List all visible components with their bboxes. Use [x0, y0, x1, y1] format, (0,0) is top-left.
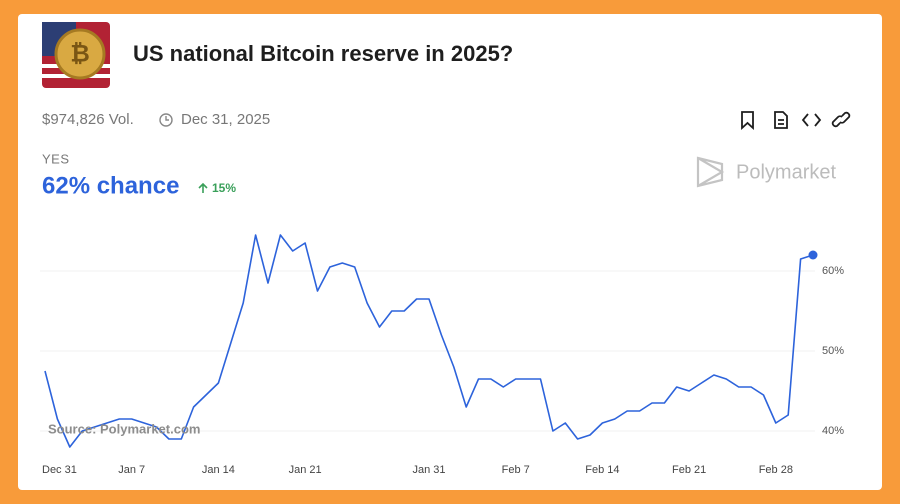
outcome-label: YES — [42, 151, 70, 166]
y-tick-label: 60% — [822, 265, 844, 277]
card — [18, 14, 882, 490]
market-title: US national Bitcoin reserve in 2025? — [133, 41, 513, 66]
brand-name: Polymarket — [736, 161, 836, 183]
x-tick-label: Feb 14 — [585, 464, 619, 476]
market-image: ₿ — [42, 22, 110, 88]
price-line — [44, 234, 814, 448]
source-annotation: Source: Polymarket.com — [48, 421, 200, 436]
x-tick-label: Jan 31 — [412, 464, 445, 476]
x-tick-label: Jan 21 — [289, 464, 322, 476]
toolbar[interactable] — [741, 111, 851, 131]
y-tick-label: 50% — [822, 345, 844, 357]
clock-icon — [159, 113, 173, 127]
chance: 62% chance — [42, 172, 179, 199]
volume: $974,826 Vol. — [42, 111, 134, 128]
link-icon[interactable] — [831, 111, 851, 128]
plot: 40% 50% 60% Dec 31 Jan 7 Jan 14 Jan 21 Jan 31 Fe… — [40, 234, 844, 476]
x-tick-label: Feb 21 — [672, 464, 706, 476]
last-point — [808, 250, 818, 260]
x-tick-label: Feb 28 — [759, 464, 793, 476]
change: 15% — [212, 181, 236, 195]
x-tick-label: Dec 31 — [42, 464, 77, 476]
embed-icon[interactable] — [801, 113, 822, 127]
svg-text:₿: ₿ — [70, 40, 90, 67]
x-tick-label: Jan 14 — [202, 464, 235, 476]
document-icon[interactable] — [774, 111, 788, 129]
y-tick-label: 40% — [822, 425, 844, 437]
end-date: Dec 31, 2025 — [181, 111, 270, 128]
up-arrow — [198, 182, 208, 193]
x-tick-label: Feb 7 — [502, 464, 530, 476]
x-tick-label: Jan 7 — [118, 464, 145, 476]
brand-logo — [696, 156, 725, 188]
bookmark-icon[interactable] — [741, 111, 754, 131]
